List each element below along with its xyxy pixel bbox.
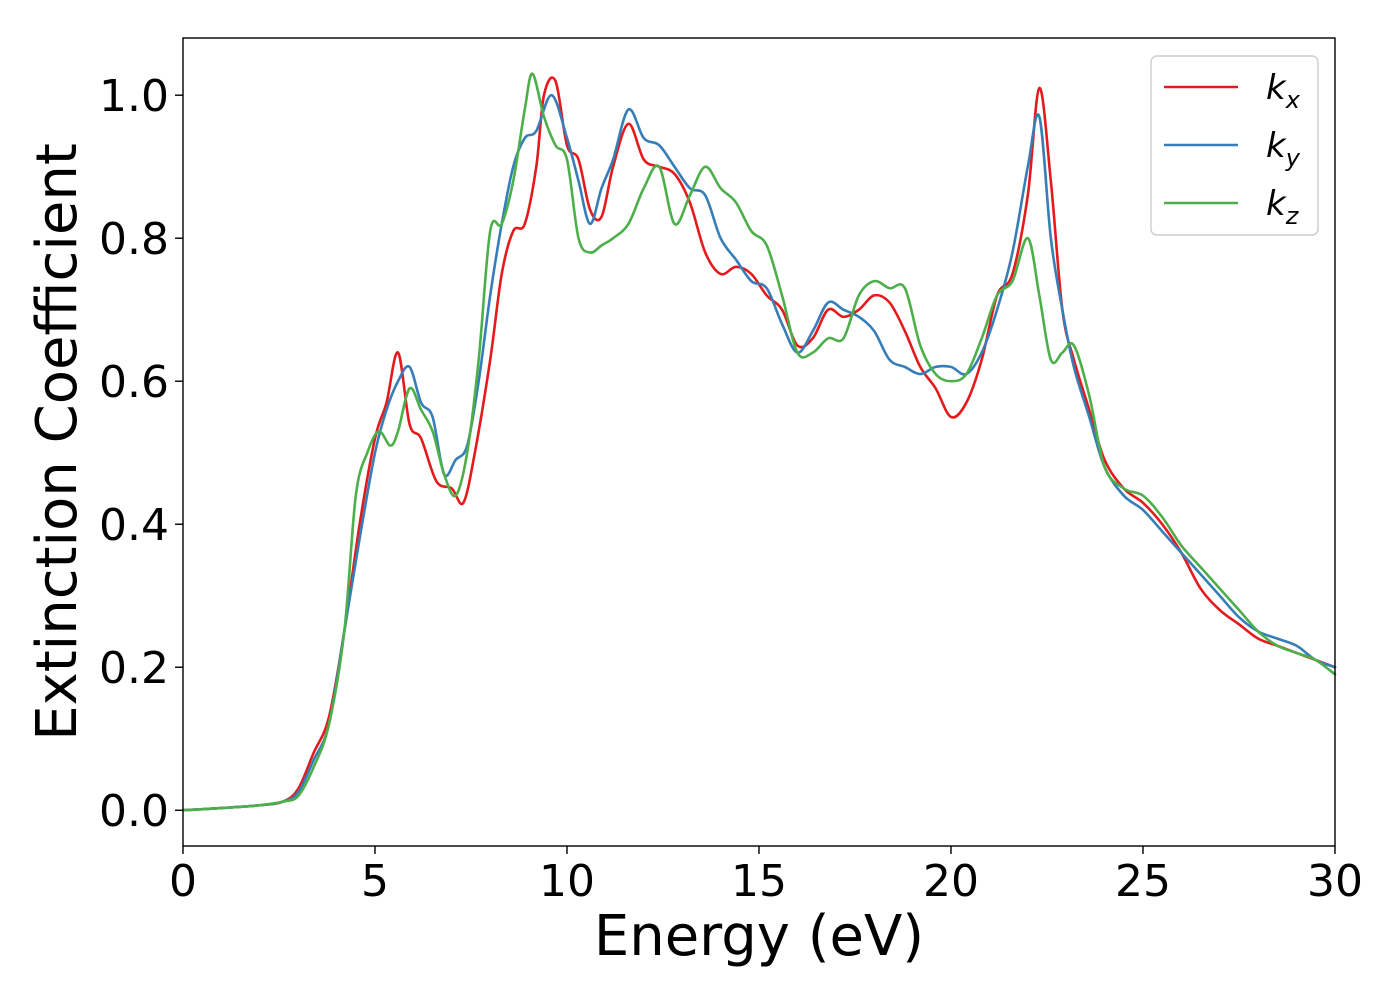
y-axis-label: Extinction Coefficient bbox=[25, 143, 90, 741]
y-tick-label: 0.6 bbox=[99, 357, 169, 408]
axes-layer: 0 5 10 15 20 25 30 0.0 0.2 0.4 0.6 0.8 1.0 bbox=[99, 37, 1363, 907]
y-tick-label: 0.4 bbox=[99, 500, 169, 551]
x-tick-label: 20 bbox=[923, 856, 979, 907]
x-tick-label: 0 bbox=[169, 856, 197, 907]
x-tick-label: 30 bbox=[1307, 856, 1363, 907]
legend-label-kz: kz bbox=[1266, 184, 1300, 230]
x-tick-label: 5 bbox=[361, 856, 389, 907]
y-tick-label: 0.0 bbox=[99, 786, 169, 837]
x-axis-label: Energy (eV) bbox=[594, 904, 924, 969]
series-layer bbox=[181, 72, 1337, 812]
y-tick-label: 0.8 bbox=[99, 214, 169, 265]
legend-label-kx: kx bbox=[1266, 68, 1301, 114]
x-tick-label: 15 bbox=[731, 856, 787, 907]
y-tick-label: 1.0 bbox=[99, 71, 169, 122]
legend-label-ky: ky bbox=[1266, 126, 1301, 172]
x-tick-label: 10 bbox=[539, 856, 595, 907]
x-tick-label: 25 bbox=[1115, 856, 1171, 907]
series-line-ky bbox=[181, 93, 1337, 812]
legend: kx ky kz bbox=[1150, 55, 1319, 236]
series-line-kx bbox=[181, 76, 1337, 812]
series-line-kz bbox=[181, 72, 1337, 812]
y-tick-label: 0.2 bbox=[99, 643, 169, 694]
